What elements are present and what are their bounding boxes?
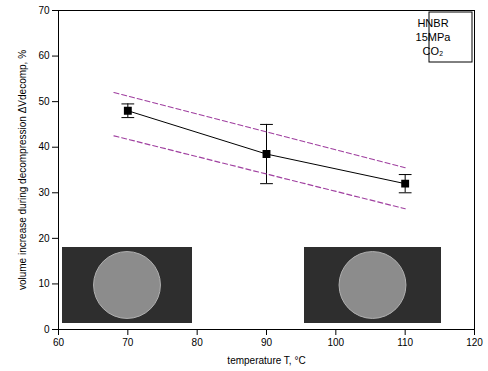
- svg-text:temperature T, °C: temperature T, °C: [227, 355, 305, 366]
- svg-text:100: 100: [327, 337, 344, 348]
- svg-text:70: 70: [122, 337, 134, 348]
- svg-text:15MPa: 15MPa: [416, 31, 452, 43]
- svg-text:CO₂: CO₂: [423, 45, 444, 57]
- svg-text:70: 70: [38, 5, 50, 16]
- svg-text:90: 90: [261, 337, 273, 348]
- svg-text:120: 120: [466, 337, 483, 348]
- svg-text:80: 80: [192, 337, 204, 348]
- svg-text:HNBR: HNBR: [417, 17, 448, 29]
- svg-text:60: 60: [38, 50, 50, 61]
- svg-text:20: 20: [38, 233, 50, 244]
- svg-text:60: 60: [53, 337, 65, 348]
- svg-text:40: 40: [38, 141, 50, 152]
- svg-text:0: 0: [44, 324, 50, 335]
- svg-text:10: 10: [38, 278, 50, 289]
- svg-text:50: 50: [38, 96, 50, 107]
- svg-text:110: 110: [397, 337, 413, 348]
- svg-text:volume increase during decompr: volume increase during decompression ΔVd…: [17, 50, 28, 290]
- svg-text:30: 30: [38, 187, 50, 198]
